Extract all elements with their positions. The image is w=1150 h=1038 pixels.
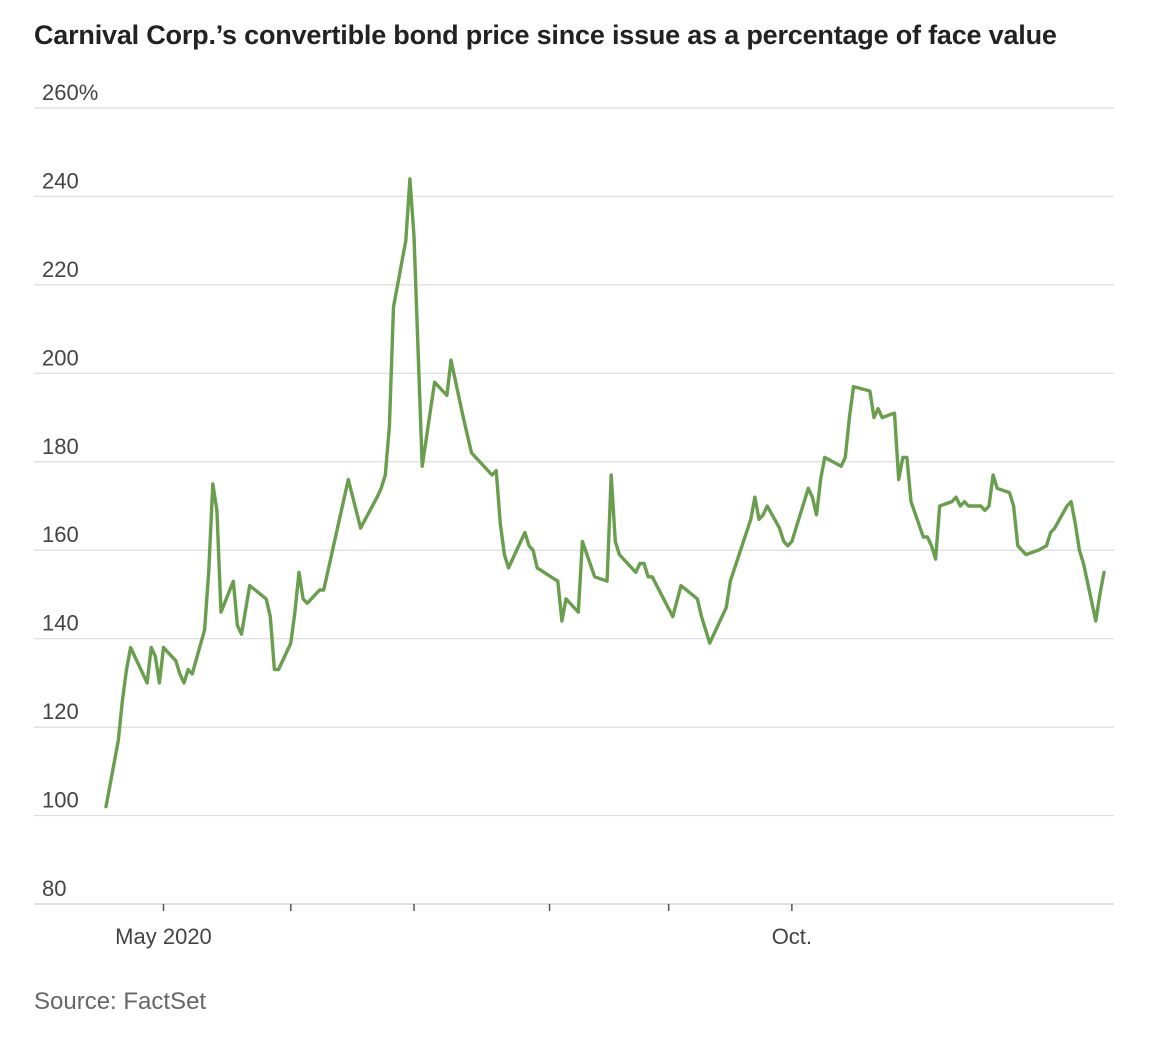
source-note: Source: FactSet [34,988,207,1015]
grid-lines [34,107,1114,905]
y-tick-label-180: 180 [42,434,79,459]
y-tick-label-220: 220 [42,257,79,282]
x-tick-label-0: May 2020 [115,924,212,949]
x-axis-ticks: May 2020 Oct. [115,904,812,949]
series-line-0 [104,177,1106,809]
y-tick-label-160: 160 [42,522,79,547]
y-axis-tick-labels: 260% 240 220 200 180 160 140 120 100 80 [42,80,98,901]
y-tick-label-240: 240 [42,168,79,193]
y-tick-label-100: 100 [42,788,79,813]
series-layer [104,177,1106,809]
y-tick-label-120: 120 [42,699,79,724]
x-tick-label-5: Oct. [772,924,812,949]
y-tick-label-140: 140 [42,611,79,636]
chart-title: Carnival Corp.’s convertible bond price … [34,20,1057,50]
y-tick-label-260: 260% [42,80,98,105]
y-tick-label-80: 80 [42,876,66,901]
y-tick-label-200: 200 [42,345,79,370]
